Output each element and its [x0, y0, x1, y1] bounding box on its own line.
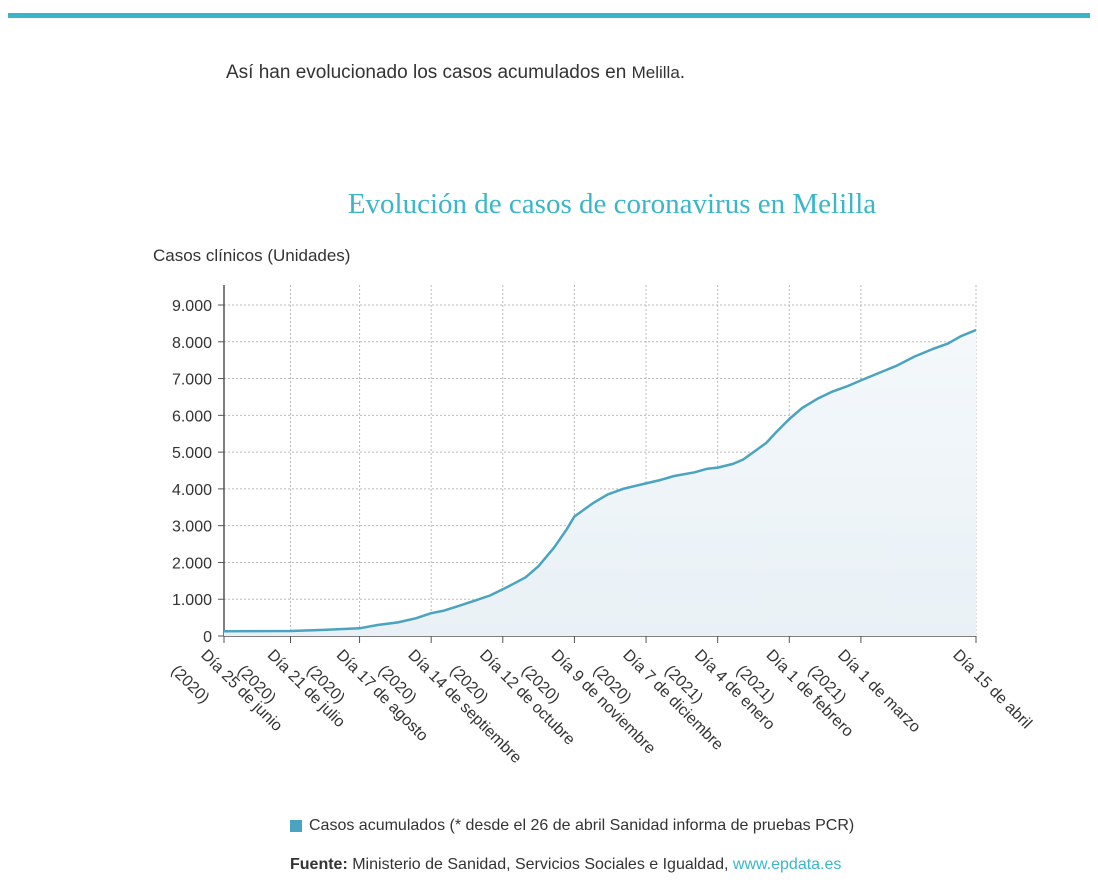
series-area	[224, 330, 976, 636]
y-tick-label: 3.000	[172, 519, 212, 536]
x-tick-label-group: Día 15 de abril	[949, 647, 1035, 733]
chart-legend[interactable]: Casos acumulados (* desde el 26 de abril…	[290, 817, 854, 835]
y-tick-label: 4.000	[172, 482, 212, 499]
y-tick-label: 7.000	[172, 372, 212, 389]
legend-swatch	[290, 820, 302, 832]
y-tick-label: 6.000	[172, 408, 212, 425]
intro-text: Así han evolucionado los casos acumulado…	[226, 62, 685, 84]
y-tick-label: 1.000	[172, 592, 212, 609]
y-tick-label: 2.000	[172, 555, 212, 572]
chart-area: 0 1.000 2.000 3.000 4.000 5.000 6.000 7.000 8.00…	[168, 285, 1035, 767]
source-link[interactable]: www.epdata.es	[732, 856, 842, 873]
intro-place: Melilla	[631, 63, 680, 82]
legend-label: Casos acumulados (* desde el 26 de abril…	[309, 817, 855, 834]
top-accent-bar	[8, 13, 1090, 18]
source-text: Ministerio de Sanidad, Servicios Sociale…	[347, 856, 733, 873]
y-tick-label: 0	[203, 629, 212, 646]
series-line	[223, 328, 977, 633]
intro-end: .	[679, 62, 686, 83]
y-axis-title: Casos clínicos (Unidades)	[153, 246, 351, 265]
chart-title: Evolución de casos de coronavirus en Mel…	[347, 188, 877, 220]
y-tick-label: 5.000	[172, 445, 212, 462]
x-tick-label: (2020)	[168, 662, 213, 707]
source-note: Fuente: Ministerio de Sanidad, Servicios…	[290, 856, 841, 874]
y-tick-label: 8.000	[172, 335, 212, 352]
x-tick-label: Día 15 de abril	[949, 647, 1035, 733]
intro-sentence: Así han evolucionado los casos acumulado…	[226, 62, 632, 83]
y-tick-label: 9.000	[172, 298, 212, 315]
source-label: Fuente:	[290, 856, 348, 873]
